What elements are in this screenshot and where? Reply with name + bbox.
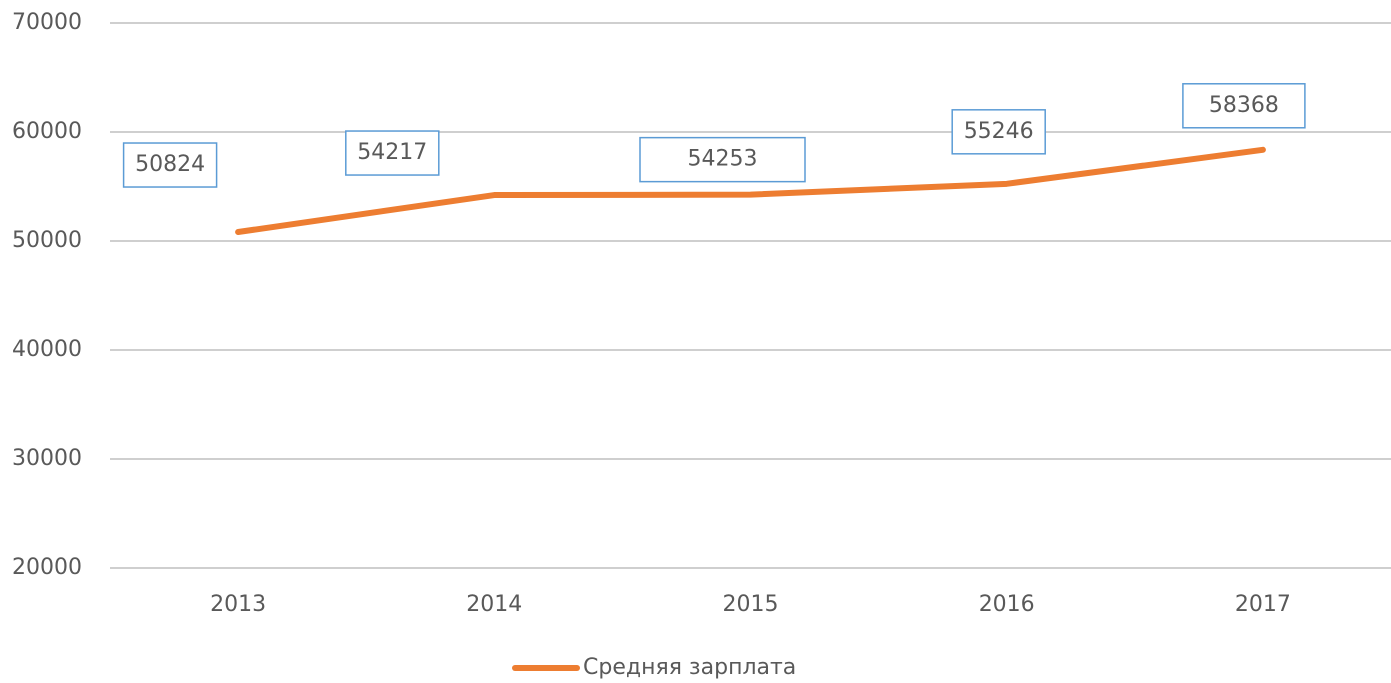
y-tick-label: 40000 (12, 337, 82, 362)
x-tick-label: 2013 (210, 592, 266, 617)
x-tick-label: 2016 (979, 592, 1035, 617)
data-label-box (345, 130, 440, 176)
data-label: 58368 (1209, 93, 1279, 118)
y-tick-label: 50000 (12, 228, 82, 253)
data-label-box (122, 142, 218, 188)
data-label: 55246 (964, 119, 1034, 144)
data-label: 54253 (688, 147, 758, 172)
y-tick-label: 20000 (12, 555, 82, 580)
y-tick-label: 30000 (12, 446, 82, 471)
legend-label: Средняя зарплата (583, 655, 796, 680)
data-label-box (951, 109, 1046, 155)
data-label-box (1182, 83, 1306, 129)
data-line (235, 146, 1266, 236)
data-label: 50824 (135, 152, 205, 177)
y-tick-label: 60000 (12, 119, 82, 144)
x-tick-label: 2014 (466, 592, 522, 617)
y-tick-label: 70000 (12, 10, 82, 35)
x-tick-label: 2017 (1235, 592, 1291, 617)
data-label: 54217 (357, 140, 427, 165)
data-label-box (639, 136, 806, 183)
x-tick-label: 2015 (723, 592, 779, 617)
